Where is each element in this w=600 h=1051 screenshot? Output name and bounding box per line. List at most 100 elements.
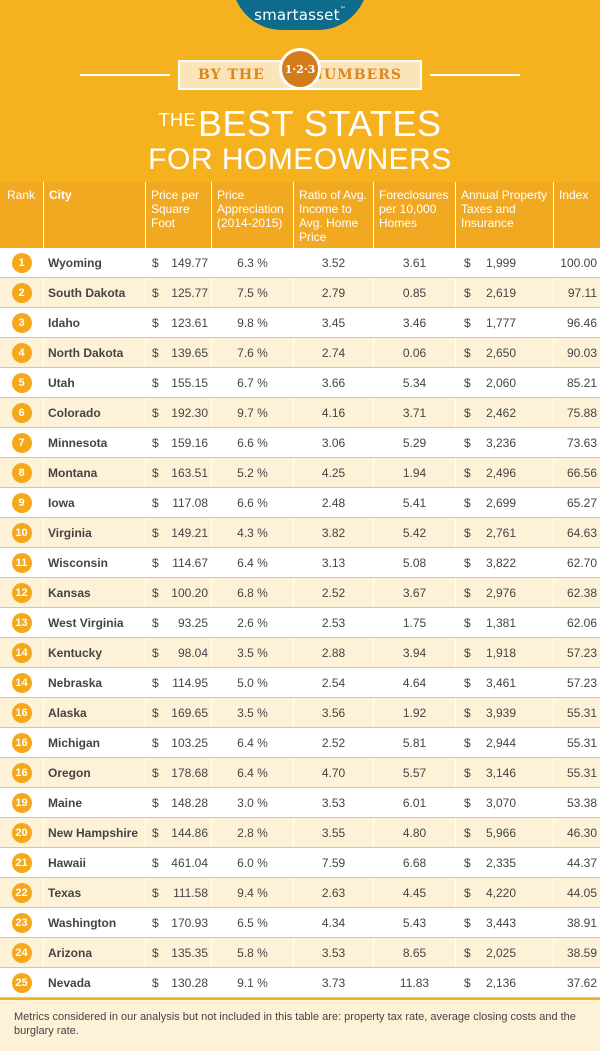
- tax-value: 2,761: [485, 525, 516, 540]
- rank-badge: 23: [11, 912, 32, 933]
- ratio-value: 3.53: [294, 938, 374, 967]
- ratio-value: 2.53: [294, 608, 374, 637]
- table-row: 7 Minnesota $159.16 6.6 % 3.06 5.29 $3,236 73.6…: [0, 428, 600, 458]
- price-cell: $461.04: [146, 848, 212, 877]
- tax-cell: $3,236: [456, 428, 554, 457]
- foreclosures-value: 1.75: [374, 608, 456, 637]
- price-cell: $98.04: [146, 638, 212, 667]
- tax-value: 5,966: [485, 825, 516, 840]
- state-name: West Virginia: [44, 608, 146, 637]
- rank-cell: 6: [0, 398, 44, 427]
- foreclosures-value: 11.83: [374, 968, 456, 997]
- dollar-sign: $: [152, 375, 159, 390]
- index-value: 46.30: [566, 825, 597, 840]
- ratio-value: 2.52: [294, 578, 374, 607]
- tax-value: 2,060: [485, 375, 516, 390]
- rank-cell: 7: [0, 428, 44, 457]
- appreciation-value: 5.2 %: [212, 458, 294, 487]
- dollar-sign: $: [464, 645, 471, 660]
- rank-badge: 16: [11, 762, 32, 783]
- state-name: Wyoming: [44, 248, 146, 277]
- dollar-sign: $: [464, 795, 471, 810]
- table-row: 11 Wisconsin $114.67 6.4 % 3.13 5.08 $3,822 62.…: [0, 548, 600, 578]
- foreclosures-value: 5.41: [374, 488, 456, 517]
- state-name: Minnesota: [44, 428, 146, 457]
- dollar-sign: $: [464, 525, 471, 540]
- price-cell: $169.65: [146, 698, 212, 727]
- column-header: Ratio of Avg. Income to Avg. Home Price: [294, 182, 374, 248]
- foreclosures-value: 6.01: [374, 788, 456, 817]
- index-value: 75.88: [566, 405, 597, 420]
- rank-badge: 20: [11, 822, 32, 843]
- logo-name: smartasset: [254, 6, 340, 24]
- rank-badge: 9: [11, 492, 32, 513]
- tax-cell: $4,220: [456, 878, 554, 907]
- column-header: Foreclosures per 10,000 Homes: [374, 182, 456, 248]
- dollar-sign: $: [464, 825, 471, 840]
- rank-cell: 11: [0, 548, 44, 577]
- ratio-value: 2.88: [294, 638, 374, 667]
- price-cell: $149.21: [146, 518, 212, 547]
- price-value: 461.04: [171, 855, 208, 870]
- rank-cell: 14: [0, 638, 44, 667]
- dollar-sign: $: [152, 705, 159, 720]
- index-value: 44.05: [566, 885, 597, 900]
- state-name: Hawaii: [44, 848, 146, 877]
- rank-cell: 13: [0, 608, 44, 637]
- tax-value: 2,944: [485, 735, 516, 750]
- price-cell: $163.51: [146, 458, 212, 487]
- index-value: 57.23: [566, 675, 597, 690]
- rank-cell: 4: [0, 338, 44, 367]
- tax-value: 2,619: [485, 285, 516, 300]
- tax-value: 3,939: [485, 705, 516, 720]
- price-cell: $117.08: [146, 488, 212, 517]
- tax-cell: $2,761: [456, 518, 554, 547]
- table-row: 5 Utah $155.15 6.7 % 3.66 5.34 $2,060 85.21: [0, 368, 600, 398]
- dollar-sign: $: [152, 615, 159, 630]
- dollar-sign: $: [152, 495, 159, 510]
- state-name: Arizona: [44, 938, 146, 967]
- logo-text: smartasset™: [232, 6, 368, 24]
- rank-cell: 3: [0, 308, 44, 337]
- tax-value: 3,236: [485, 435, 516, 450]
- price-cell: $192.30: [146, 398, 212, 427]
- dollar-sign: $: [152, 825, 159, 840]
- ratio-value: 3.82: [294, 518, 374, 547]
- price-value: 170.93: [171, 915, 208, 930]
- state-name: Idaho: [44, 308, 146, 337]
- index-value: 55.31: [566, 765, 597, 780]
- dollar-sign: $: [152, 975, 159, 990]
- rank-badge: 10: [11, 522, 32, 543]
- foreclosures-value: 3.46: [374, 308, 456, 337]
- tax-cell: $2,650: [456, 338, 554, 367]
- rank-cell: 19: [0, 788, 44, 817]
- ratio-value: 3.52: [294, 248, 374, 277]
- index-value: 64.63: [566, 525, 597, 540]
- price-cell: $123.61: [146, 308, 212, 337]
- index-value: 73.63: [566, 435, 597, 450]
- price-value: 149.21: [171, 525, 208, 540]
- dollar-sign: $: [152, 765, 159, 780]
- foreclosures-value: 1.94: [374, 458, 456, 487]
- tax-cell: $3,443: [456, 908, 554, 937]
- rank-cell: 12: [0, 578, 44, 607]
- dollar-sign: $: [152, 405, 159, 420]
- table-row: 12 Kansas $100.20 6.8 % 2.52 3.67 $2,976 62.38: [0, 578, 600, 608]
- rank-badge: 8: [11, 462, 32, 483]
- price-value: 139.65: [171, 345, 208, 360]
- dollar-sign: $: [464, 705, 471, 720]
- tax-value: 2,496: [485, 465, 516, 480]
- ratio-value: 3.53: [294, 788, 374, 817]
- rank-badge: 4: [11, 342, 32, 363]
- appreciation-value: 4.3 %: [212, 518, 294, 547]
- dollar-sign: $: [464, 915, 471, 930]
- appreciation-value: 9.1 %: [212, 968, 294, 997]
- rank-cell: 16: [0, 728, 44, 757]
- foreclosures-value: 5.43: [374, 908, 456, 937]
- smartasset-logo[interactable]: smartasset™: [232, 0, 368, 30]
- price-value: 135.35: [171, 945, 208, 960]
- table-header-row: Rank City Price per Square Foot Price Appre…: [0, 182, 600, 248]
- rank-badge: 5: [11, 372, 32, 393]
- ratio-value: 3.56: [294, 698, 374, 727]
- appreciation-value: 6.4 %: [212, 758, 294, 787]
